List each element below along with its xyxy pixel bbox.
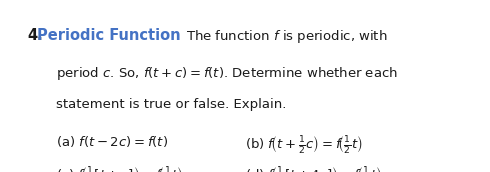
Text: (a) $f(t - 2c) = f(t)$: (a) $f(t - 2c) = f(t)$ (56, 134, 169, 149)
Text: statement is true or false. Explain.: statement is true or false. Explain. (56, 98, 287, 111)
Text: (d) $f\!\left(\frac{1}{2}[t + 4c]\right) = f\!\left(\frac{1}{2}t\right)$: (d) $f\!\left(\frac{1}{2}[t + 4c]\right)… (245, 165, 382, 172)
Text: period $c$. So, $f(t + c) = f(t)$. Determine whether each: period $c$. So, $f(t + c) = f(t)$. Deter… (56, 65, 398, 82)
Text: 4.: 4. (27, 28, 43, 42)
Text: (c) $f\!\left(\frac{1}{2}[t + c]\right) = f\!\left(\frac{1}{2}t\right)$: (c) $f\!\left(\frac{1}{2}[t + c]\right) … (56, 165, 183, 172)
Text: (b) $f\!\left(t + \frac{1}{2}c\right) = f\!\left(\frac{1}{2}t\right)$: (b) $f\!\left(t + \frac{1}{2}c\right) = … (245, 134, 363, 156)
Text: The function $f$ is periodic, with: The function $f$ is periodic, with (186, 28, 388, 45)
Text: Periodic Function: Periodic Function (37, 28, 180, 42)
